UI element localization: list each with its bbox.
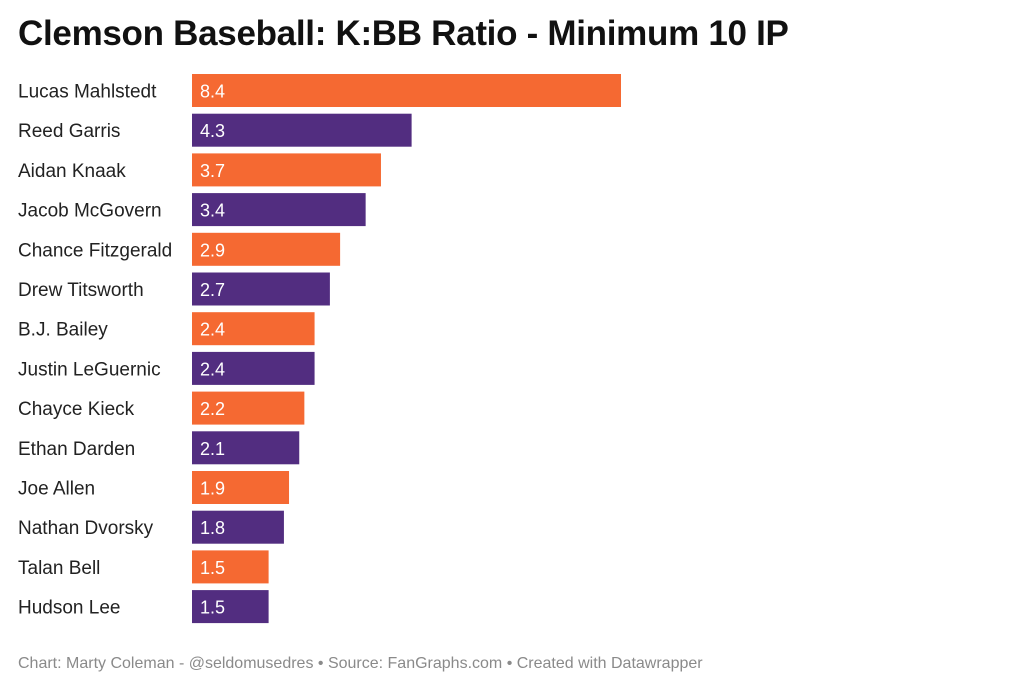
row-label: Nathan Dvorsky — [18, 518, 154, 539]
row-label: Joe Allen — [18, 479, 95, 500]
row-label: Chance Fitzgerald — [18, 240, 172, 261]
bar — [192, 74, 621, 107]
row-label: Drew Titsworth — [18, 280, 144, 301]
row-label: Ethan Darden — [18, 439, 135, 460]
chart-title: Clemson Baseball: K:BB Ratio - Minimum 1… — [18, 14, 789, 53]
bar — [192, 232, 341, 266]
chart-footer: Chart: Marty Coleman - @seldomusedres • … — [18, 655, 703, 672]
value-label: 2.9 — [200, 240, 225, 260]
row-label: Hudson Lee — [18, 598, 120, 619]
value-label: 2.4 — [200, 359, 225, 379]
row-label: Lucas Mahlstedt — [18, 82, 157, 103]
bar — [192, 550, 269, 584]
value-label: 1.5 — [200, 598, 225, 618]
value-label: 1.9 — [200, 479, 225, 499]
bar — [192, 113, 412, 147]
value-label: 8.4 — [200, 82, 225, 102]
bar — [192, 590, 269, 624]
row-label: Aidan Knaak — [18, 161, 126, 182]
value-label: 1.5 — [200, 558, 225, 578]
bar — [192, 351, 315, 385]
value-label: 3.7 — [200, 161, 225, 181]
value-label: 1.8 — [200, 518, 225, 538]
row-label: Chayce Kieck — [18, 399, 135, 420]
value-label: 3.4 — [200, 201, 225, 221]
bar — [192, 431, 300, 465]
value-label: 2.4 — [200, 320, 225, 340]
value-label: 2.7 — [200, 280, 225, 300]
row-label: Talan Bell — [18, 558, 100, 579]
bar — [192, 153, 381, 187]
bar — [192, 471, 290, 504]
value-label: 2.1 — [200, 439, 225, 459]
bar — [192, 193, 366, 227]
value-label: 2.2 — [200, 399, 225, 419]
row-label: Justin LeGuernic — [18, 359, 161, 380]
bar — [192, 272, 330, 306]
row-label: Jacob McGovern — [18, 201, 162, 222]
bar — [192, 510, 284, 544]
bar — [192, 312, 315, 346]
bar — [192, 391, 305, 425]
row-label: Reed Garris — [18, 121, 120, 142]
value-label: 4.3 — [200, 121, 225, 141]
row-label: B.J. Bailey — [18, 320, 108, 341]
